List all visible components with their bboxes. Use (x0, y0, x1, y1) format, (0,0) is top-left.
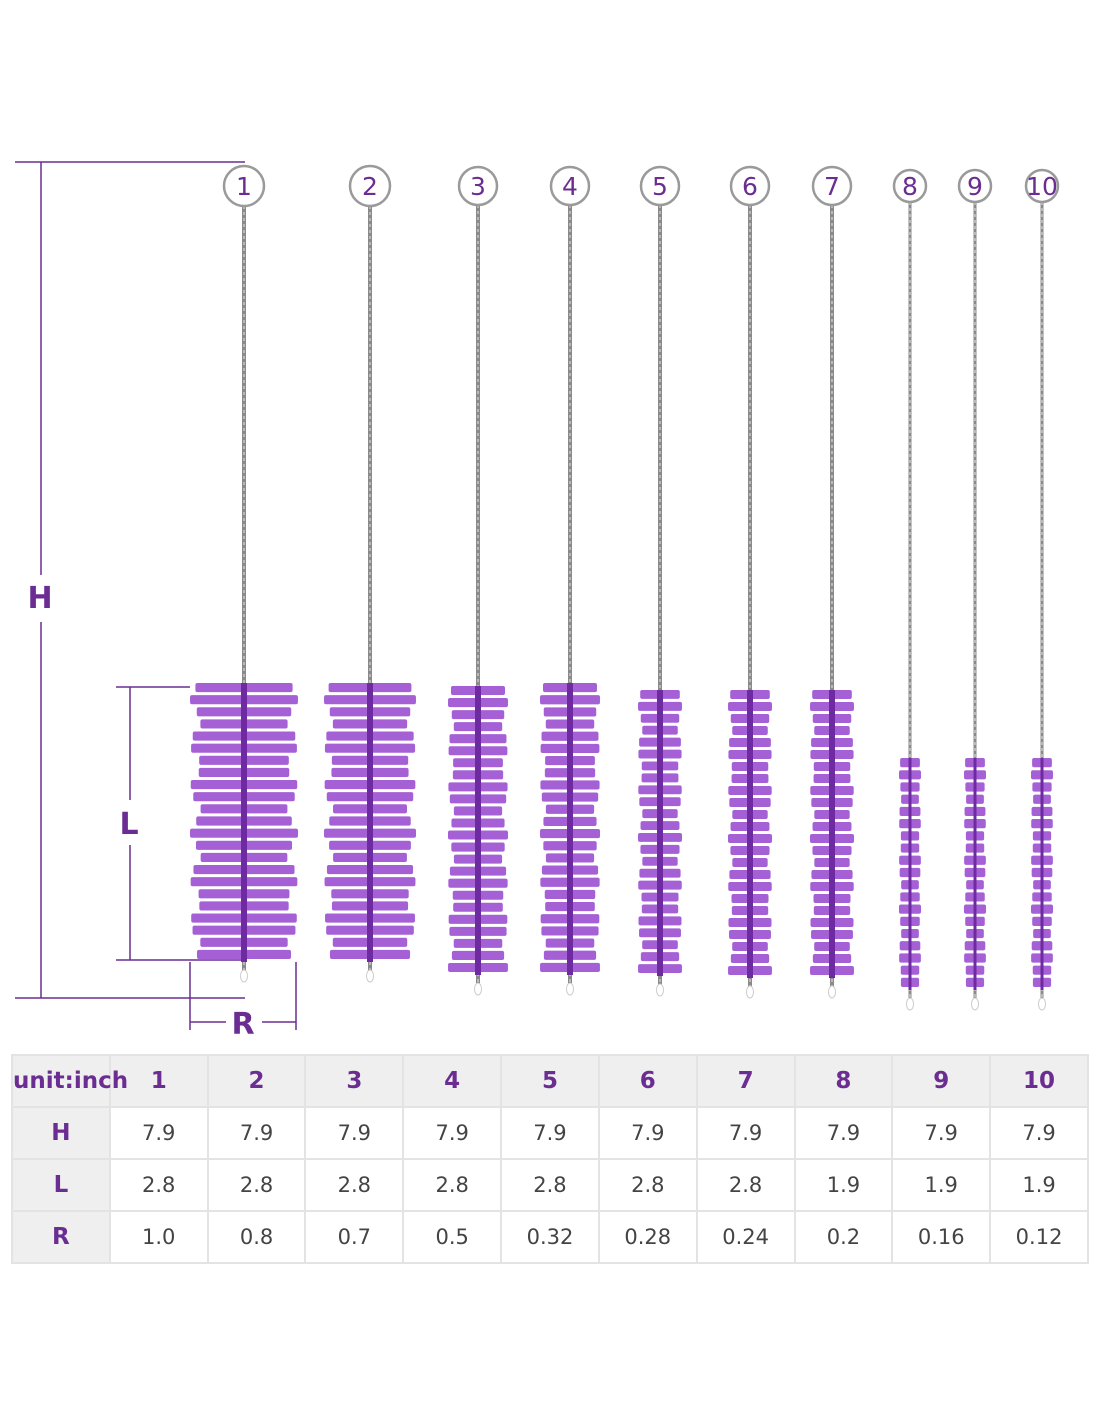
table-cell: 7.9 (402, 1106, 503, 1160)
table-cell: 7.9 (989, 1106, 1089, 1160)
brush-loop-ring (1024, 168, 1060, 204)
brush-8: 8 (892, 168, 928, 1011)
table-cell: 2.8 (695, 1158, 796, 1212)
table-cell: 2.8 (597, 1158, 698, 1212)
brush-number-label: 1 (236, 172, 252, 201)
height-label: H (27, 581, 52, 616)
brush-loop-ring (549, 165, 591, 207)
brush-loop-ring (729, 165, 771, 207)
brush-loop-ring (457, 165, 499, 207)
table-cell: 1.9 (793, 1158, 894, 1212)
brush-number-label: 4 (562, 172, 578, 201)
brush-loop-ring (222, 164, 266, 208)
column-header: 4 (402, 1054, 503, 1108)
brush-9: 9 (957, 168, 993, 1011)
table-cell: 1.9 (891, 1158, 992, 1212)
column-header: 6 (597, 1054, 698, 1108)
table-row-h: H 7.9 7.9 7.9 7.9 7.9 7.9 7.9 7.9 7.9 7.… (11, 1106, 1089, 1160)
dimension-guides: H L R (15, 161, 297, 1042)
brush-tip (906, 997, 914, 1011)
table-cell: 0.7 (304, 1210, 405, 1264)
spec-table: unit:inch 1 2 3 4 5 6 7 8 9 10 H 7.9 7.9… (11, 1054, 1089, 1264)
brush-6: 6 (728, 165, 772, 999)
brush-tip (566, 982, 574, 996)
table-cell: 7.9 (500, 1106, 600, 1160)
table-cell: 0.5 (402, 1210, 503, 1264)
table-cell: 1.0 (108, 1210, 209, 1264)
table-cell: 7.9 (304, 1106, 405, 1160)
column-header: 3 (304, 1054, 405, 1108)
brush-number-label: 10 (1026, 172, 1058, 201)
table-cell: 7.9 (206, 1106, 307, 1160)
table-cell: 7.9 (108, 1106, 209, 1160)
brush-illustration: H L R 1 2 3 4 5 6 7 8 9 10 (15, 161, 1060, 1042)
brush-5: 5 (638, 165, 682, 997)
column-header: 10 (989, 1054, 1089, 1108)
column-header: 5 (500, 1054, 600, 1108)
brush-4: 4 (540, 165, 600, 996)
brush-number-label: 3 (470, 172, 486, 201)
radius-label: R (231, 1007, 254, 1042)
table-cell: 0.28 (597, 1210, 698, 1264)
table-cell: 2.8 (304, 1158, 405, 1212)
table-cell: 7.9 (891, 1106, 992, 1160)
brush-loop-ring (811, 165, 853, 207)
brush-loop-ring (639, 165, 681, 207)
brush-tip (240, 969, 248, 983)
brush-tip (474, 982, 482, 996)
column-header: 8 (793, 1054, 894, 1108)
column-header: 7 (695, 1054, 796, 1108)
table-cell: 0.2 (793, 1210, 894, 1264)
table-cell: 7.9 (695, 1106, 796, 1160)
table-cell: 0.12 (989, 1210, 1089, 1264)
row-label-r: R (11, 1210, 111, 1264)
unit-label: unit:inch (11, 1054, 128, 1108)
brush-loop-ring (348, 164, 392, 208)
brush-tip (828, 985, 836, 999)
brush-tip (366, 969, 374, 983)
column-header: 2 (206, 1054, 307, 1108)
length-label: L (119, 807, 138, 842)
brush-1: 1 (190, 164, 298, 983)
table-row-r: R 1.0 0.8 0.7 0.5 0.32 0.28 0.24 0.2 0.1… (11, 1210, 1089, 1264)
table-header-row: unit:inch 1 2 3 4 5 6 7 8 9 10 (11, 1054, 1089, 1108)
column-header: 1 (108, 1054, 209, 1108)
brush-3: 3 (448, 165, 508, 996)
brush-number-label: 9 (967, 172, 983, 201)
brush-10: 10 (1024, 168, 1060, 1011)
brush-number-label: 6 (742, 172, 758, 201)
table-cell: 0.24 (695, 1210, 796, 1264)
row-label-l: L (11, 1158, 111, 1212)
table-cell: 7.9 (793, 1106, 894, 1160)
brush-tip (746, 985, 754, 999)
brush-number-label: 7 (824, 172, 840, 201)
table-cell: 2.8 (206, 1158, 307, 1212)
table-cell: 2.8 (108, 1158, 209, 1212)
table-cell: 2.8 (402, 1158, 503, 1212)
brush-7: 7 (810, 165, 854, 999)
row-label-h: H (11, 1106, 111, 1160)
brush-group: 1 2 3 4 5 6 7 8 9 10 (190, 164, 1060, 1011)
brush-number-label: 8 (902, 172, 918, 201)
brush-tip (1038, 997, 1046, 1011)
brush-number-label: 5 (652, 172, 668, 201)
brush-2: 2 (324, 164, 416, 983)
brush-number-label: 2 (362, 172, 378, 201)
table-cell: 7.9 (597, 1106, 698, 1160)
brush-tip (656, 983, 664, 997)
table-cell: 0.32 (500, 1210, 600, 1264)
column-header: 9 (891, 1054, 992, 1108)
table-cell: 0.16 (891, 1210, 992, 1264)
table-row-l: L 2.8 2.8 2.8 2.8 2.8 2.8 2.8 1.9 1.9 1.… (11, 1158, 1089, 1212)
table-cell: 2.8 (500, 1158, 600, 1212)
brush-tip (971, 997, 979, 1011)
brush-loop-ring (892, 168, 928, 204)
table-cell: 1.9 (989, 1158, 1089, 1212)
brush-loop-ring (957, 168, 993, 204)
table-cell: 0.8 (206, 1210, 307, 1264)
